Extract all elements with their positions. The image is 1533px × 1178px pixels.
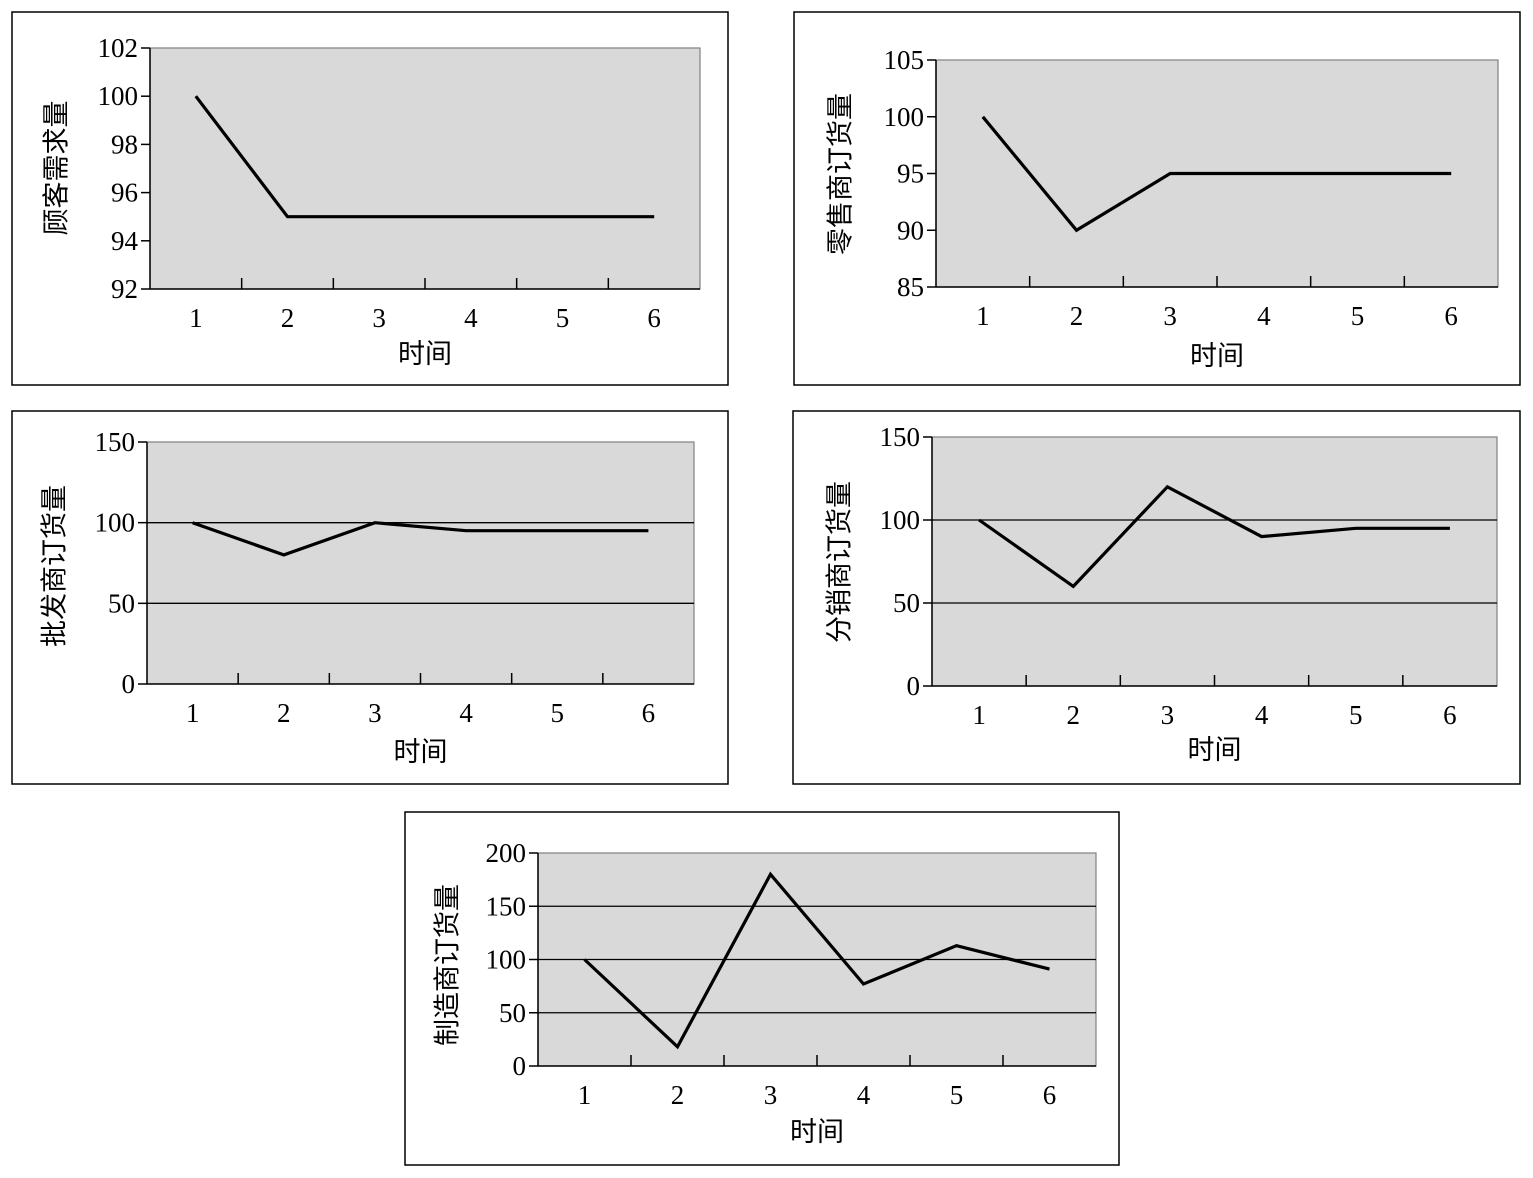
x-tick-label: 4 xyxy=(1255,700,1269,730)
y-tick-label: 94 xyxy=(111,226,139,256)
x-tick-label: 2 xyxy=(1067,700,1081,730)
x-axis-title: 时间 xyxy=(398,339,452,370)
y-tick-label: 96 xyxy=(111,178,138,208)
y-tick-label: 105 xyxy=(884,45,925,75)
y-axis-title: 零售商订货量 xyxy=(826,93,857,255)
x-tick-label: 5 xyxy=(1351,301,1365,331)
x-tick-label: 3 xyxy=(368,698,382,728)
y-axis-title: 顾客需求量 xyxy=(42,101,73,236)
y-tick-label: 50 xyxy=(893,588,920,618)
y-tick-label: 150 xyxy=(880,422,921,452)
y-tick-label: 98 xyxy=(111,129,138,159)
x-tick-label: 1 xyxy=(578,1080,592,1110)
y-tick-label: 85 xyxy=(897,272,924,302)
y-tick-label: 0 xyxy=(907,671,921,701)
x-tick-label: 2 xyxy=(277,698,291,728)
x-tick-label: 4 xyxy=(464,303,478,333)
x-tick-label: 3 xyxy=(1163,301,1177,331)
x-tick-label: 2 xyxy=(1070,301,1084,331)
x-tick-label: 1 xyxy=(186,698,200,728)
y-tick-label: 150 xyxy=(486,891,527,921)
series-line-1 xyxy=(194,95,655,219)
x-tick-label: 3 xyxy=(764,1080,778,1110)
chart-panel-4: 0 50 100 150 1 2 3 4 5 6 时间 分销商订货量 xyxy=(792,410,1521,785)
series-line-1 xyxy=(583,871,1050,1050)
plot-area xyxy=(146,441,695,685)
x-tick-label: 1 xyxy=(189,303,203,333)
y-tick-label: 100 xyxy=(95,508,136,538)
x-tick-label: 1 xyxy=(976,301,990,331)
x-tick-label: 4 xyxy=(1257,301,1271,331)
x-tick-label: 2 xyxy=(281,303,295,333)
y-tick-label: 150 xyxy=(95,427,136,457)
x-tick-label: 1 xyxy=(972,700,986,730)
y-tick-label: 95 xyxy=(897,159,924,189)
x-tick-label: 5 xyxy=(556,303,570,333)
x-tick-label: 6 xyxy=(647,303,661,333)
y-tick-label: 0 xyxy=(122,669,136,699)
series-line-1 xyxy=(981,115,1452,233)
y-tick-label: 100 xyxy=(98,81,139,111)
series-line-1 xyxy=(192,521,649,557)
chart-panel-2: 85 90 95 100 105 1 2 3 4 5 6 时间 零售商订货量 xyxy=(793,11,1521,386)
y-tick-label: 0 xyxy=(513,1051,527,1081)
x-tick-label: 6 xyxy=(1444,301,1458,331)
x-axis-title: 时间 xyxy=(1190,341,1244,372)
x-tick-label: 2 xyxy=(671,1080,685,1110)
y-tick-label: 102 xyxy=(98,33,139,63)
x-tick-label: 4 xyxy=(459,698,473,728)
x-axis-title: 时间 xyxy=(394,737,448,768)
y-tick-label: 100 xyxy=(880,505,921,535)
chart-panel-1: 92 94 96 98 100 102 1 2 3 4 5 6 时间 顾客需求量 xyxy=(11,11,729,386)
y-axis-title: 批发商订货量 xyxy=(40,485,71,647)
x-tick-label: 6 xyxy=(1443,700,1457,730)
y-tick-label: 92 xyxy=(111,274,138,304)
x-tick-label: 4 xyxy=(857,1080,871,1110)
x-tick-label: 5 xyxy=(1349,700,1363,730)
series-line-1 xyxy=(978,484,1450,589)
y-tick-label: 200 xyxy=(486,838,527,868)
y-tick-label: 50 xyxy=(499,998,526,1028)
x-tick-label: 6 xyxy=(1043,1080,1057,1110)
x-tick-label: 5 xyxy=(551,698,565,728)
y-axis-title: 分销商订货量 xyxy=(825,481,856,643)
y-tick-label: 100 xyxy=(884,102,925,132)
chart-panel-5: 0 50 100 150 200 1 2 3 4 5 6 时间 制造商订货量 xyxy=(404,811,1120,1166)
y-tick-label: 100 xyxy=(486,945,527,975)
x-tick-label: 3 xyxy=(372,303,386,333)
x-tick-label: 6 xyxy=(642,698,656,728)
x-tick-label: 3 xyxy=(1161,700,1175,730)
x-axis-title: 时间 xyxy=(1188,735,1242,766)
y-axis-title: 制造商订货量 xyxy=(433,884,464,1046)
plot-area xyxy=(931,436,1498,687)
chart-panel-3: 0 50 100 150 1 2 3 4 5 6 时间 批发商订货量 xyxy=(11,410,729,785)
plot-area xyxy=(149,47,701,290)
x-tick-label: 5 xyxy=(950,1080,964,1110)
y-tick-label: 50 xyxy=(108,588,135,618)
y-tick-label: 90 xyxy=(897,215,924,245)
x-axis-title: 时间 xyxy=(790,1117,844,1148)
